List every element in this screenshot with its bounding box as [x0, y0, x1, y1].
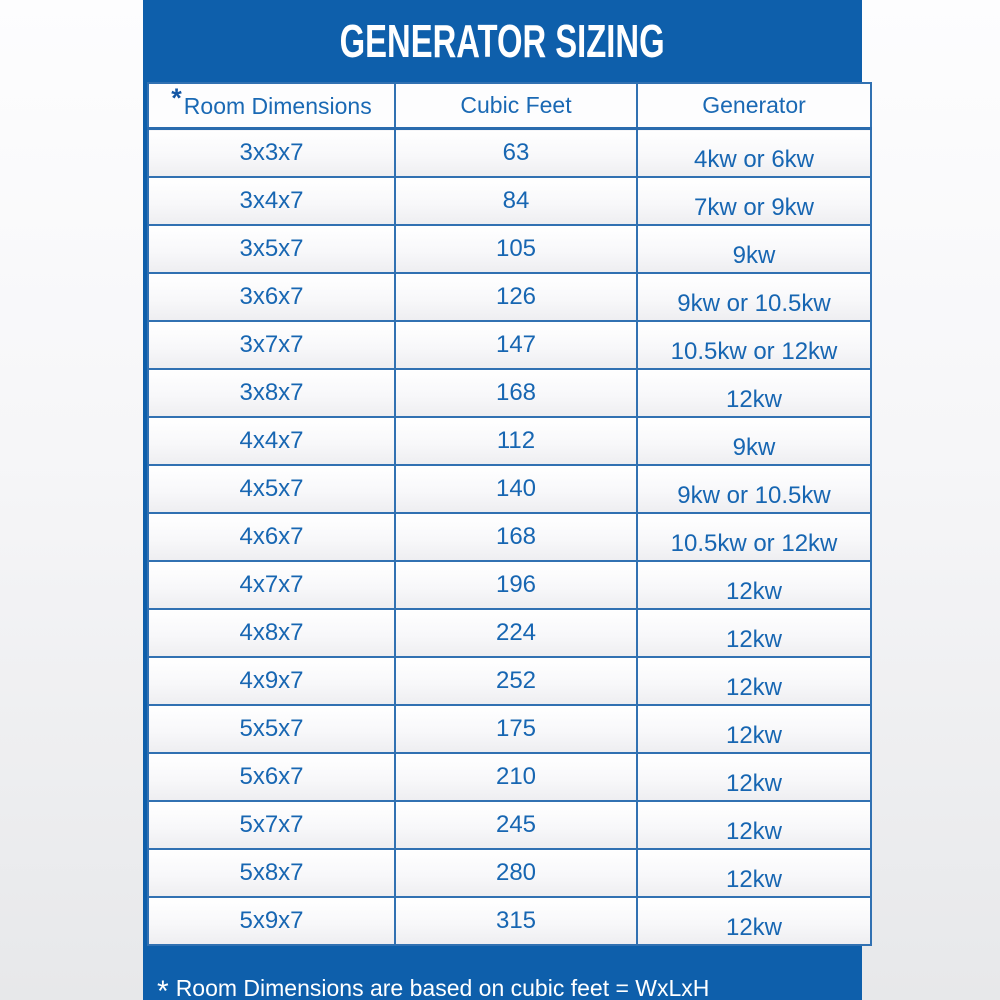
table-row: 3x8x7 168 12kw — [147, 368, 872, 418]
table-row: 3x5x7 105 9kw — [147, 224, 872, 274]
title-banner: GENERATOR SIZING — [143, 0, 862, 82]
generator-cell: 12kw — [636, 896, 872, 946]
column-header-label: Cubic Feet — [460, 92, 572, 118]
room-dimensions-cell: 3x4x7 — [147, 176, 396, 226]
column-header-cubic-feet: Cubic Feet — [394, 82, 638, 130]
table-row: 3x7x7 147 10.5kw or 12kw — [147, 320, 872, 370]
generator-cell: 12kw — [636, 752, 872, 802]
cubic-feet-cell: 84 — [394, 176, 638, 226]
generator-cell: 9kw or 10.5kw — [636, 272, 872, 322]
table-row: 4x8x7 224 12kw — [147, 608, 872, 658]
room-dimensions-cell: 4x9x7 — [147, 656, 396, 706]
generator-cell: 12kw — [636, 560, 872, 610]
cubic-feet-cell: 126 — [394, 272, 638, 322]
table-row: 5x8x7 280 12kw — [147, 848, 872, 898]
generator-cell: 9kw — [636, 224, 872, 274]
cubic-feet-cell: 168 — [394, 512, 638, 562]
cubic-feet-cell: 105 — [394, 224, 638, 274]
room-dimensions-cell: 5x8x7 — [147, 848, 396, 898]
header-row: *Room Dimensions Cubic Feet Generator — [147, 82, 872, 130]
sizing-table: *Room Dimensions Cubic Feet Generator 3x… — [147, 82, 872, 946]
generator-cell: 7kw or 9kw — [636, 176, 872, 226]
generator-cell: 9kw or 10.5kw — [636, 464, 872, 514]
generator-cell: 4kw or 6kw — [636, 127, 872, 178]
cubic-feet-cell: 224 — [394, 608, 638, 658]
column-header-label: Room Dimensions — [183, 93, 372, 119]
room-dimensions-cell: 4x4x7 — [147, 416, 396, 466]
room-dimensions-cell: 4x6x7 — [147, 512, 396, 562]
table-row: 4x4x7 112 9kw — [147, 416, 872, 466]
table-row: 5x7x7 245 12kw — [147, 800, 872, 850]
generator-cell: 12kw — [636, 608, 872, 658]
table-row: 4x6x7 168 10.5kw or 12kw — [147, 512, 872, 562]
cubic-feet-cell: 252 — [394, 656, 638, 706]
cubic-feet-cell: 315 — [394, 896, 638, 946]
table-row: 3x3x7 63 4kw or 6kw — [147, 127, 872, 178]
cubic-feet-cell: 196 — [394, 560, 638, 610]
table-row: 4x9x7 252 12kw — [147, 656, 872, 706]
table-row: 5x5x7 175 12kw — [147, 704, 872, 754]
cubic-feet-cell: 112 — [394, 416, 638, 466]
cubic-feet-cell: 280 — [394, 848, 638, 898]
room-dimensions-cell: 3x7x7 — [147, 320, 396, 370]
room-dimensions-cell: 4x5x7 — [147, 464, 396, 514]
cubic-feet-cell: 245 — [394, 800, 638, 850]
footnote-text: Room Dimensions are based on cubic feet … — [175, 975, 710, 1000]
table-row: 5x6x7 210 12kw — [147, 752, 872, 802]
generator-cell: 12kw — [636, 656, 872, 706]
column-header-room-dimensions: *Room Dimensions — [147, 82, 396, 130]
cubic-feet-cell: 140 — [394, 464, 638, 514]
cubic-feet-cell: 63 — [394, 127, 638, 178]
generator-cell: 10.5kw or 12kw — [636, 320, 872, 370]
column-header-generator: Generator — [636, 82, 872, 130]
table-row: 4x5x7 140 9kw or 10.5kw — [147, 464, 872, 514]
footnote-band: * Room Dimensions are based on cubic feet… — [143, 946, 862, 1000]
table-row: 5x9x7 315 12kw — [147, 896, 872, 946]
room-dimensions-cell: 3x6x7 — [147, 272, 396, 322]
room-dimensions-cell: 5x5x7 — [147, 704, 396, 754]
room-dimensions-cell: 4x8x7 — [147, 608, 396, 658]
generator-cell: 12kw — [636, 800, 872, 850]
room-dimensions-cell: 4x7x7 — [147, 560, 396, 610]
table-row: 3x4x7 84 7kw or 9kw — [147, 176, 872, 226]
room-dimensions-cell: 3x5x7 — [147, 224, 396, 274]
cubic-feet-cell: 147 — [394, 320, 638, 370]
footnote-marker-icon: * — [157, 975, 169, 1000]
room-dimensions-cell: 5x9x7 — [147, 896, 396, 946]
footnote-marker-icon: * — [171, 83, 182, 113]
room-dimensions-cell: 5x6x7 — [147, 752, 396, 802]
table-row: 4x7x7 196 12kw — [147, 560, 872, 610]
cubic-feet-cell: 210 — [394, 752, 638, 802]
generator-cell: 12kw — [636, 704, 872, 754]
generator-cell: 10.5kw or 12kw — [636, 512, 872, 562]
generator-cell: 12kw — [636, 368, 872, 418]
room-dimensions-cell: 5x7x7 — [147, 800, 396, 850]
generator-sizing-panel: GENERATOR SIZING *Room Dimensions Cubic … — [143, 0, 872, 1000]
cubic-feet-cell: 168 — [394, 368, 638, 418]
cubic-feet-cell: 175 — [394, 704, 638, 754]
generator-cell: 12kw — [636, 848, 872, 898]
table-row: 3x6x7 126 9kw or 10.5kw — [147, 272, 872, 322]
column-header-label: Generator — [702, 92, 806, 118]
room-dimensions-cell: 3x8x7 — [147, 368, 396, 418]
generator-cell: 9kw — [636, 416, 872, 466]
room-dimensions-cell: 3x3x7 — [147, 127, 396, 178]
page-title: GENERATOR SIZING — [340, 14, 665, 67]
footnote: * Room Dimensions are based on cubic feet… — [157, 970, 709, 1000]
sizing-table-wrap: *Room Dimensions Cubic Feet Generator 3x… — [147, 82, 872, 946]
